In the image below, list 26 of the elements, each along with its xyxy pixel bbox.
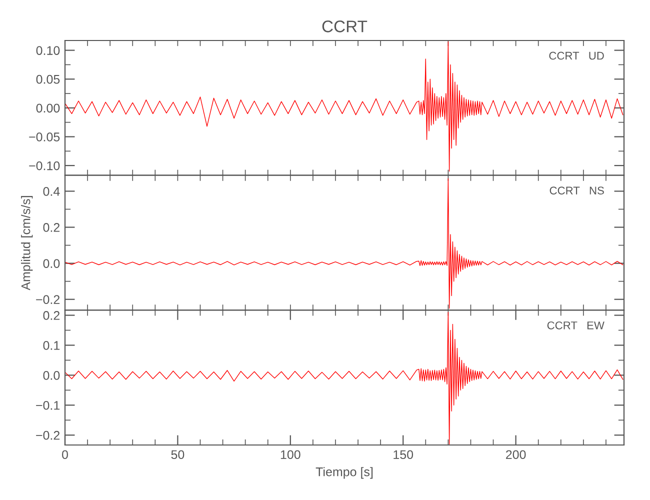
y-tick-label: 0.00 bbox=[36, 104, 60, 113]
y-tick-label: 0.05 bbox=[36, 74, 60, 84]
x-axis-title: Tiempo [s] bbox=[316, 467, 373, 479]
chart-title: CCRT bbox=[322, 20, 368, 32]
y-tick-label: −0.10 bbox=[29, 161, 60, 170]
x-tick-label: 100 bbox=[280, 450, 300, 460]
line-series bbox=[65, 41, 624, 172]
y-tick-label: −0.1 bbox=[36, 400, 60, 410]
annotation: CCRT UD bbox=[549, 52, 604, 60]
y-tick-label: −0.2 bbox=[36, 295, 60, 304]
x-tick-label: 200 bbox=[506, 450, 526, 460]
y-axis-title: Amplitud [cm/s/s] bbox=[21, 196, 33, 290]
y-tick-label: 0.10 bbox=[36, 46, 60, 55]
y-tick-label: 0.4 bbox=[43, 186, 60, 196]
y-tick-label: −0.05 bbox=[29, 132, 60, 142]
y-tick-label: 0.0 bbox=[43, 259, 60, 268]
x-tick-label: 150 bbox=[394, 450, 414, 460]
y-tick-label: 0.2 bbox=[43, 223, 60, 232]
annotation: CCRT EW bbox=[547, 321, 604, 330]
y-tick-label: 0.1 bbox=[43, 341, 60, 350]
y-tick-label: −0.2 bbox=[36, 430, 60, 440]
annotation: CCRT NS bbox=[550, 186, 604, 194]
y-tick-label: 0.0 bbox=[43, 370, 60, 380]
x-tick-label: 50 bbox=[171, 450, 184, 460]
x-tick-label: 0 bbox=[62, 450, 68, 460]
y-tick-label: 0.2 bbox=[43, 311, 60, 320]
